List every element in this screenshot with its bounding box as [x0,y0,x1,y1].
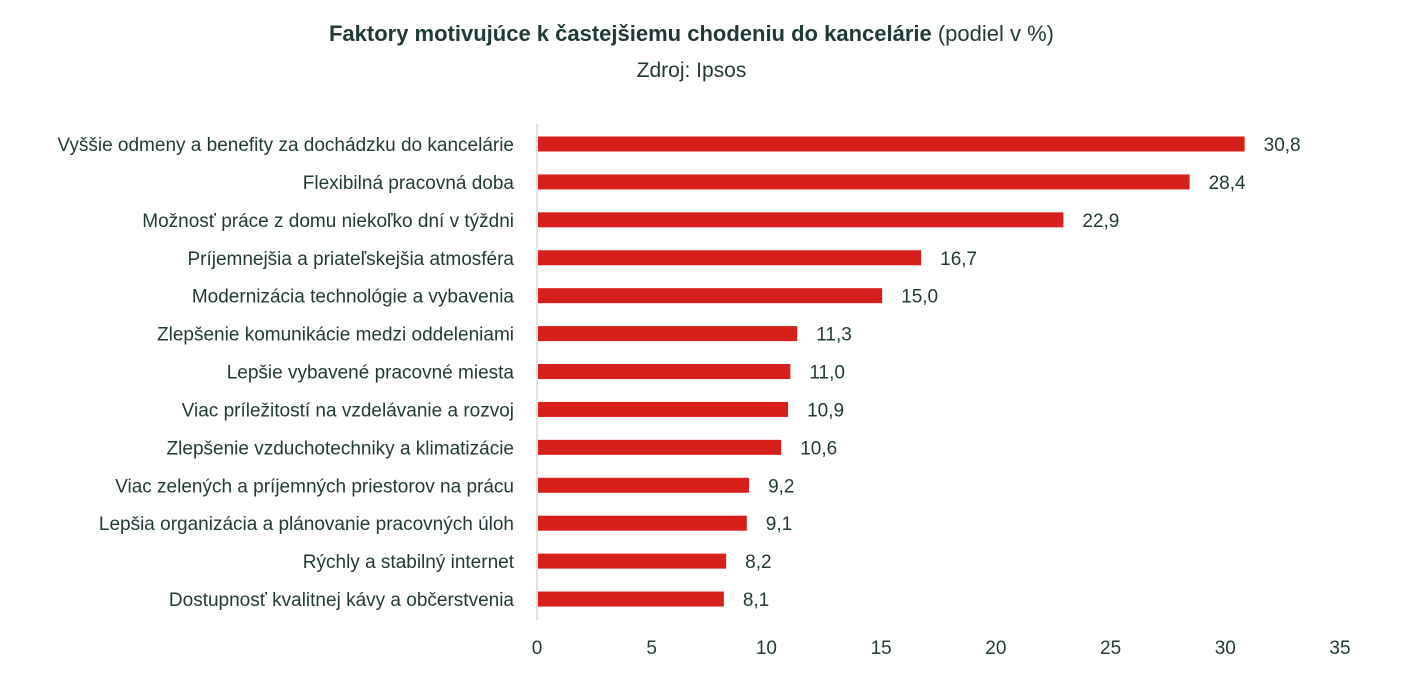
category-label: Zlepšenie komunikácie medzi oddeleniami [157,325,514,346]
data-label: 22,9 [1082,211,1119,232]
category-label: Dostupnosť kvalitnej kávy a občerstvenia [169,590,515,611]
x-tick-label: 15 [871,638,892,659]
x-tick-label: 10 [756,638,777,659]
data-label: 10,9 [807,400,844,421]
data-label: 28,4 [1209,173,1246,194]
bar [538,477,750,493]
x-tick-label: 20 [985,638,1006,659]
category-label: Príjemnejšia a priateľskejšia atmosféra [187,249,514,270]
chart-title-bold: Faktory motivujúce k častejšiemu chodeni… [328,21,932,46]
chart-title-unit: (podiel v %) [931,21,1055,46]
data-label: 16,7 [940,249,977,270]
data-label: 10,6 [800,438,837,459]
x-tick-label: 35 [1329,638,1350,659]
data-label: 11,3 [816,325,852,346]
category-label: Možnosť práce z domu niekoľko dní v týžd… [142,211,514,232]
data-label: 9,2 [768,476,794,497]
category-label: Rýchly a stabilný internet [303,552,515,573]
data-label: 8,1 [743,590,769,611]
x-tick-label: 0 [532,638,543,659]
x-tick-label: 5 [646,638,657,659]
data-label: 8,2 [745,552,771,573]
bar [538,553,727,569]
category-label: Vyššie odmeny a benefity za dochádzku do… [57,135,514,156]
bar [538,515,747,531]
category-label: Viac zelených a príjemných priestorov na… [115,476,514,497]
category-label: Viac príležitostí na vzdelávanie a rozvo… [182,400,514,421]
bar [538,288,883,304]
data-label: 30,8 [1264,135,1301,156]
data-label: 15,0 [901,287,938,308]
data-label: 9,1 [766,514,792,535]
x-tick-label: 30 [1215,638,1236,659]
data-label: 11,0 [809,363,845,384]
bar [538,326,798,342]
chart-subtitle: Zdroj: Ipsos [636,59,747,82]
category-label: Modernizácia technológie a vybavenia [192,287,515,308]
bar [538,401,789,417]
x-tick-label: 25 [1100,638,1121,659]
category-label: Zlepšenie vzduchotechniky a klimatizácie [167,438,514,459]
bar [538,439,782,455]
category-label: Flexibilná pracovná doba [303,173,515,194]
bar [538,364,791,380]
category-label: Lepšie vybavené pracovné miesta [227,363,515,384]
category-label: Lepšia organizácia a plánovanie pracovný… [99,514,514,535]
bar [538,136,1245,152]
bar [538,591,724,607]
bar [538,250,922,266]
bar [538,174,1190,190]
bar [538,212,1064,228]
chart-title: Faktory motivujúce k častejšiemu chodeni… [0,18,1383,50]
